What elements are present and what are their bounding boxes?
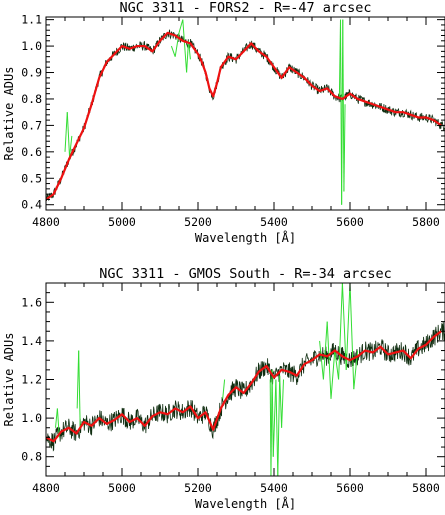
plot-area <box>46 19 445 205</box>
model-spectrum-line <box>46 330 442 443</box>
x-axis-label: Wavelength [Å] <box>195 230 296 245</box>
x-tick-label: 5000 <box>108 215 136 229</box>
y-axis-label: Relative ADUs <box>2 333 16 427</box>
masked-segment <box>345 283 351 370</box>
chart-title: NGC 3311 - FORS2 - R=-47 arcsec <box>120 0 372 16</box>
masked-segment <box>330 350 336 399</box>
y-axis-label: Relative ADUs <box>2 67 16 161</box>
masked-segment <box>271 369 274 457</box>
y-tick-label: 0.5 <box>21 171 42 185</box>
masked-segment <box>178 19 184 34</box>
observed-spectrum-line <box>46 29 445 202</box>
x-tick-label: 5400 <box>260 481 288 495</box>
x-tick-label: 5000 <box>108 481 136 495</box>
x-tick-label: 5600 <box>336 481 364 495</box>
masked-segment <box>66 112 71 158</box>
masked-segment <box>279 375 283 428</box>
masked-segment <box>272 379 277 457</box>
axes-frame <box>45 16 445 211</box>
spectrum-panel-fors2: 4800 5000 5200 5400 5600 5800 0.4 0.5 0.6 0.7 0.8 0… <box>2 0 445 245</box>
masked-segment <box>338 283 343 380</box>
y-tick-label: 1.0 <box>21 39 42 53</box>
y-tick-label: 1.1 <box>21 13 42 27</box>
masked-regions <box>64 19 346 205</box>
x-tick-label: 4800 <box>32 481 60 495</box>
y-tick-label: 0.4 <box>21 198 42 212</box>
masked-segment <box>326 321 332 399</box>
x-axis-label: Wavelength [Å] <box>195 496 296 511</box>
masked-segment <box>170 45 176 57</box>
masked-regions <box>55 283 359 476</box>
masked-segment <box>222 379 226 399</box>
x-tick-label: 5200 <box>184 481 212 495</box>
axes-frame <box>45 282 445 477</box>
x-tick-label: 5800 <box>412 481 440 495</box>
y-tick-label: 0.6 <box>21 145 42 159</box>
y-tick-label: 0.8 <box>21 92 42 106</box>
y-tick-label: 1.0 <box>21 411 42 425</box>
masked-segment <box>78 350 81 428</box>
x-tick-label: 5800 <box>412 215 440 229</box>
spectrum-panel-gmos-south: 4800 5000 5200 5400 5600 5800 0.8 1.0 1.2 1.4 1.6 N… <box>2 266 445 511</box>
masked-segment <box>334 350 340 380</box>
y-tick-label: 0.7 <box>21 118 42 132</box>
masked-segment <box>319 340 324 380</box>
masked-segment <box>56 408 60 438</box>
y-tick-label: 1.4 <box>21 334 42 348</box>
x-tick-label: 5200 <box>184 215 212 229</box>
masked-segment <box>343 104 346 192</box>
masked-segment <box>64 112 68 152</box>
x-tick-label: 4800 <box>32 215 60 229</box>
masked-segment <box>342 19 345 192</box>
masked-segment <box>277 375 281 476</box>
masked-segment <box>186 40 189 73</box>
masked-segment <box>55 408 58 428</box>
x-tick-label: 5400 <box>260 215 288 229</box>
observed-spectrum-line <box>46 321 445 452</box>
chart-title: NGC 3311 - GMOS South - R=-34 arcsec <box>99 266 392 282</box>
plot-area <box>46 283 445 476</box>
masked-segment <box>341 283 347 370</box>
x-tick-label: 5600 <box>336 215 364 229</box>
y-tick-label: 0.8 <box>21 450 42 464</box>
masked-segment <box>182 19 188 73</box>
model-spectrum-line <box>46 31 442 201</box>
y-tick-label: 1.2 <box>21 373 42 387</box>
masked-segment <box>349 283 355 390</box>
masked-segment <box>275 379 279 476</box>
masked-segment <box>281 379 284 428</box>
y-tick-label: 0.9 <box>21 66 42 80</box>
masked-segment <box>69 135 73 158</box>
y-tick-label: 1.6 <box>21 295 42 309</box>
masked-segment <box>322 321 328 380</box>
